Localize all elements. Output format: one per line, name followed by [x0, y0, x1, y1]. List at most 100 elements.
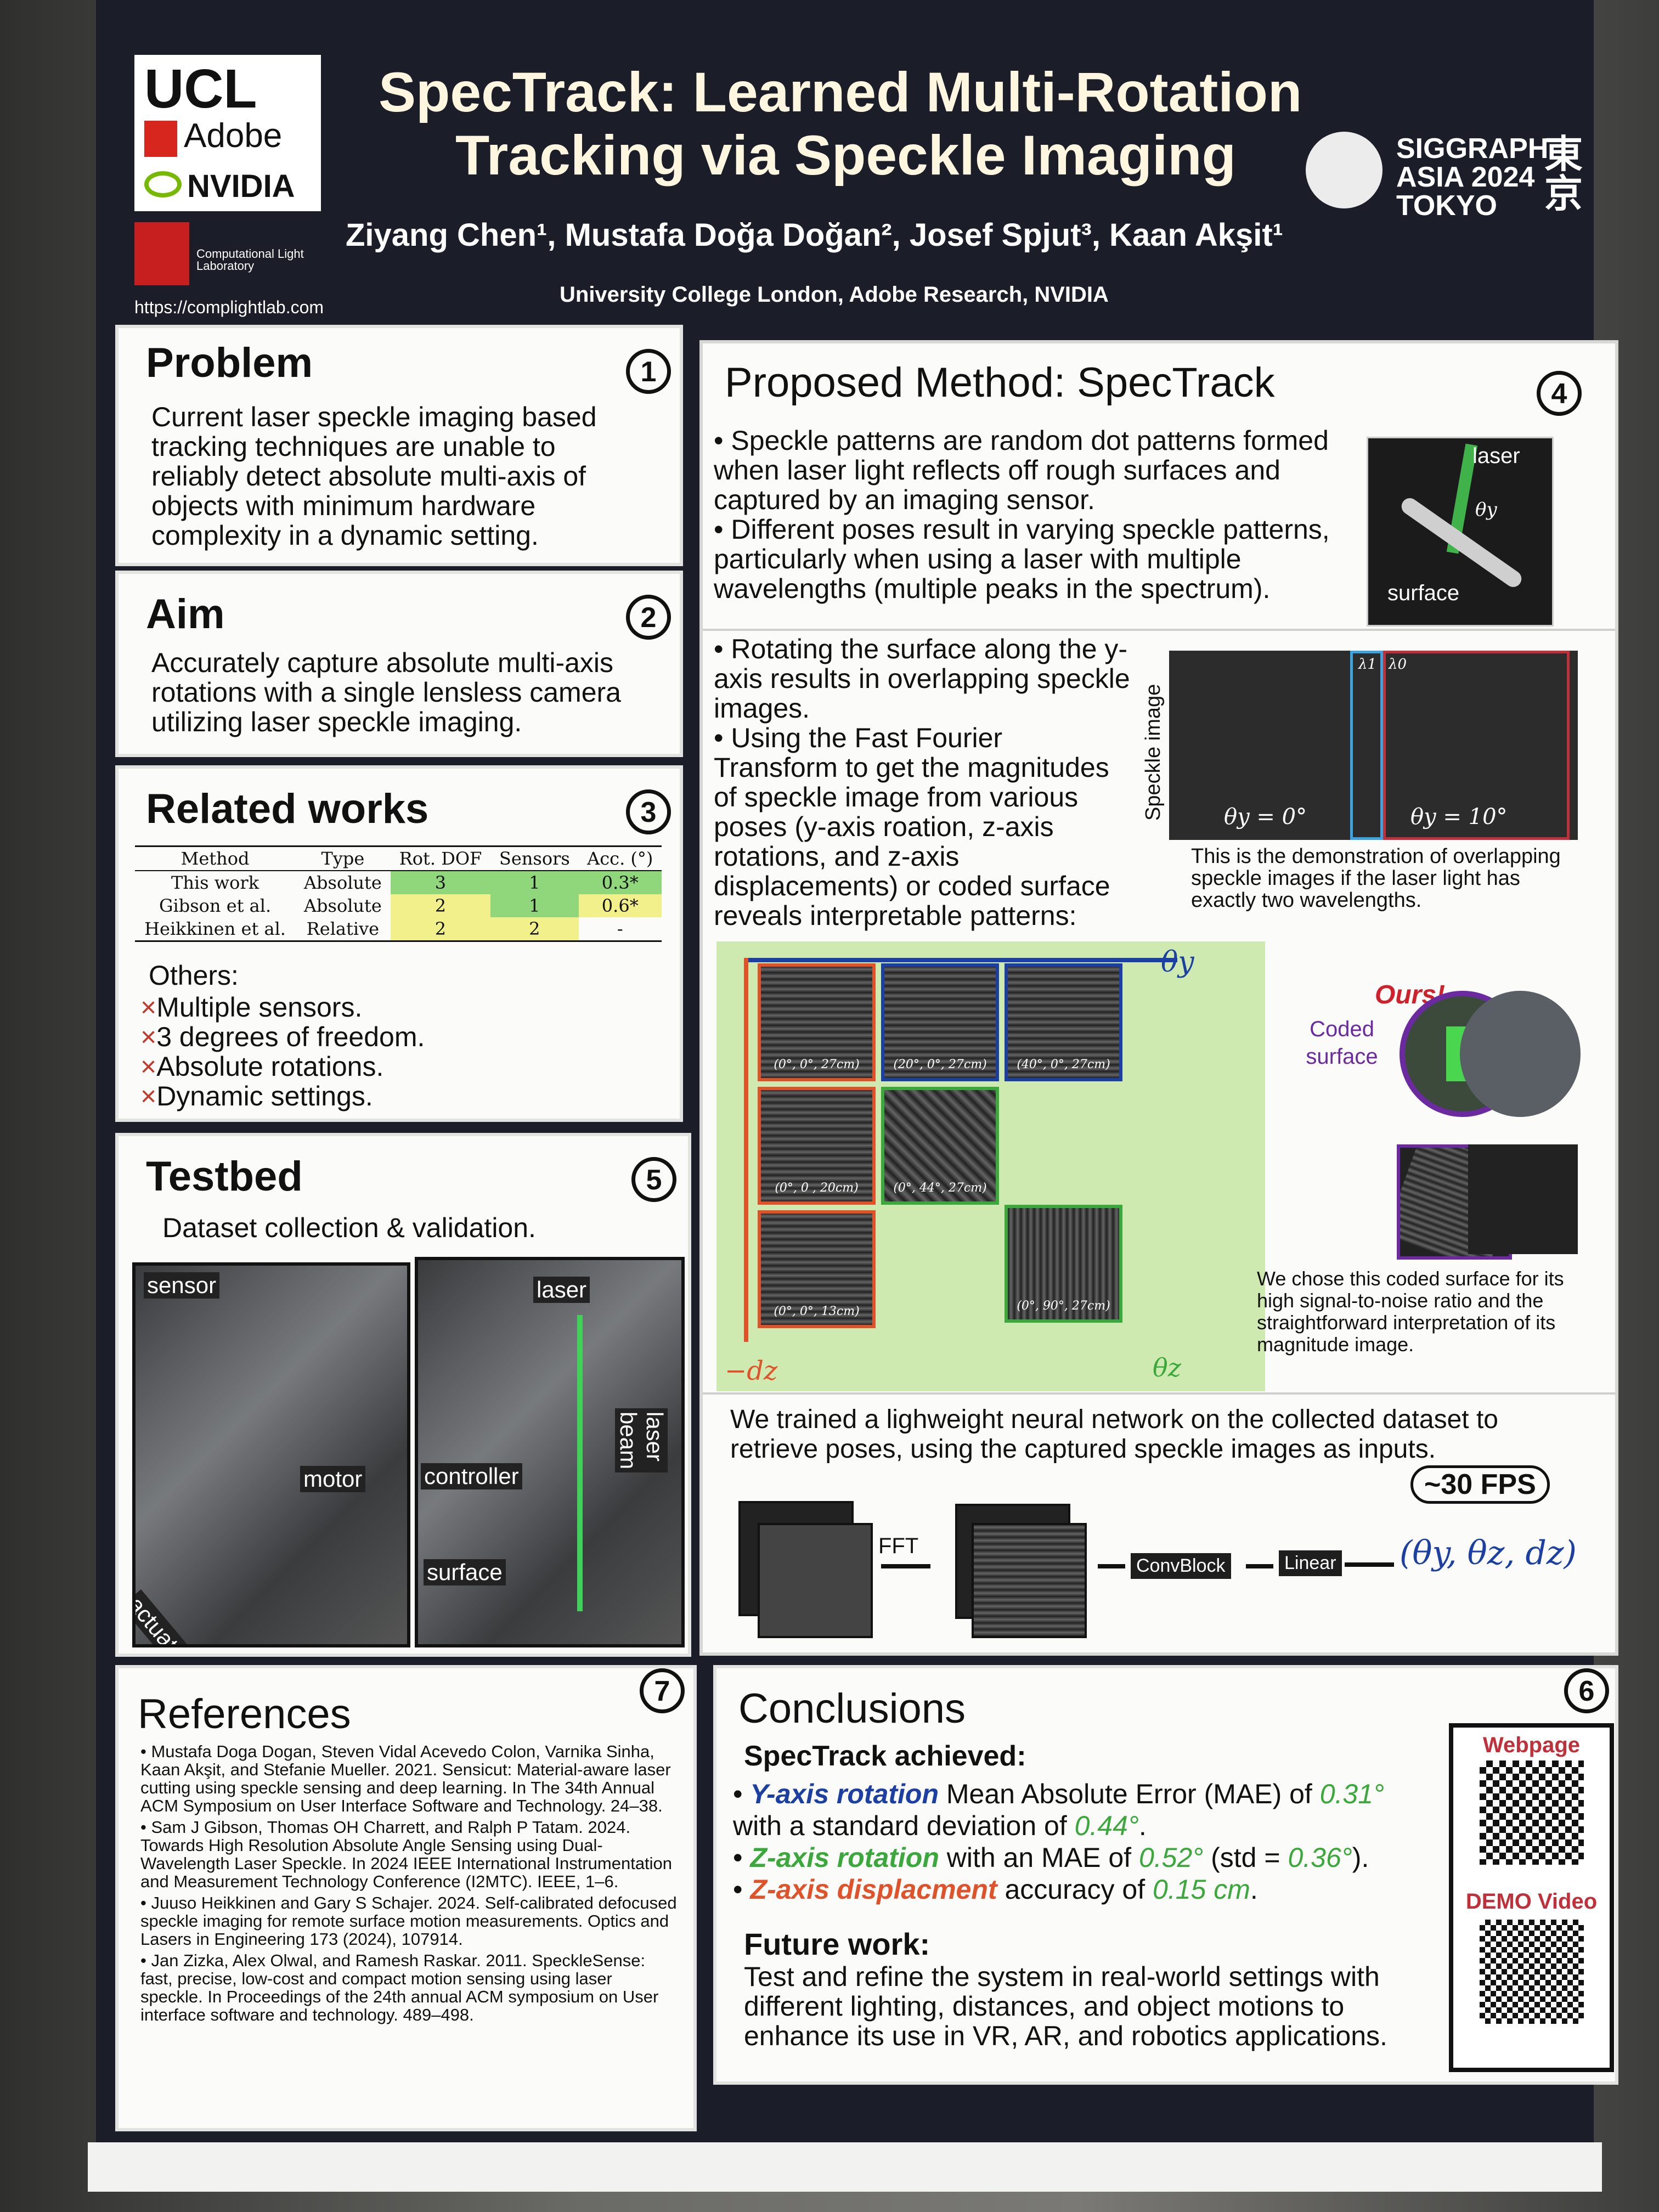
testbed-photo-right: laser controller surface laser beam: [415, 1257, 685, 1647]
bullet-text: Using the Fast Fourier Transform to get …: [714, 723, 1110, 931]
demo-video-qr-code[interactable]: [1480, 1920, 1584, 2024]
pose-output: (θy, θz, dz): [1400, 1534, 1577, 1572]
coded-caption: We chose this coded surface for its high…: [1257, 1267, 1564, 1356]
arrow-icon: [1246, 1564, 1273, 1568]
alt-fft-thumb: [1468, 1144, 1578, 1254]
cell: -: [617, 918, 623, 939]
list-item: • Mustafa Doga Dogan, Steven Vidal Aceve…: [140, 1742, 671, 1815]
list-item: ×Dynamic settings.: [140, 1081, 425, 1111]
cell: This work: [171, 872, 259, 893]
problem-number: 1: [626, 349, 671, 394]
result-text: with a standard deviation of: [733, 1810, 1075, 1841]
list-item-text: Multiple sensors.: [156, 992, 363, 1023]
aim-text: Accurately capture absolute multi-axis r…: [151, 647, 621, 737]
method-title: Proposed Method: SpecTrack: [725, 359, 1275, 406]
col-sensors: Sensors: [499, 848, 570, 869]
cell: Gibson et al.: [159, 895, 272, 916]
diagram-surface-label: surface: [1387, 581, 1460, 605]
list-item-text: Absolute rotations.: [156, 1051, 384, 1082]
result-value: 0.44°: [1074, 1810, 1139, 1841]
result-y-rotation: • Y-axis rotation Mean Absolute Error (M…: [733, 1779, 1385, 1841]
col-acc: Acc. (°): [587, 848, 653, 869]
poster-title-line1: SpecTrack: Learned Multi-Rotation: [379, 61, 1302, 123]
list-item: • Juuso Heikkinen and Gary S Schajer. 20…: [140, 1893, 677, 1949]
cross-icon: ×: [140, 1081, 157, 1111]
cross-icon: ×: [140, 992, 157, 1023]
alt-surface-disk: [1460, 991, 1581, 1117]
bullet-speckle: • Speckle patterns are random dot patter…: [714, 425, 1329, 515]
ucl-logo: UCL: [144, 58, 257, 120]
col-rot: Rot. DOF: [399, 848, 482, 869]
testbed-panel: Testbed 5 Dataset collection & validatio…: [115, 1133, 691, 1657]
label-surface: surface: [424, 1559, 506, 1585]
poster-title-line2: Tracking via Speckle Imaging: [455, 124, 1236, 187]
axis-theta-z-label: θz: [1153, 1353, 1181, 1383]
bullet-rotation: • Rotating the surface along the y-axis …: [714, 634, 1130, 724]
qr-panel: Webpage DEMO Video: [1449, 1723, 1614, 2072]
lab-name-2: Laboratory: [196, 259, 255, 273]
cell: 2: [390, 917, 491, 941]
result-label: Z-axis rotation: [750, 1842, 939, 1873]
problem-panel: Problem 1 Current laser speckle imaging …: [115, 325, 683, 566]
testbed-photo-left: sensor motor actuator: [132, 1262, 410, 1647]
thumb-label: (0°, 44°, 27cm): [893, 1181, 987, 1195]
siggraph-icon: [1306, 132, 1383, 208]
method-bullets-mid: • Rotating the surface along the y-axis …: [714, 634, 1131, 930]
bullet-text: Rotating the surface along the y-axis re…: [714, 634, 1130, 724]
future-work-heading: Future work:: [744, 1927, 930, 1961]
col-method: Method: [180, 848, 250, 869]
axis-dz-label: −dz: [725, 1356, 778, 1386]
demo-video-label: DEMO Video: [1465, 1889, 1598, 1914]
list-item: • Sam J Gibson, Thomas OH Charrett, and …: [140, 1818, 673, 1891]
others-list: ×Multiple sensors. ×3 degrees of freedom…: [140, 992, 425, 1111]
thumb-label: (40°, 0°, 27cm): [1017, 1058, 1110, 1071]
arrow-icon: [1098, 1564, 1125, 1568]
fps-badge: ~30 FPS: [1410, 1465, 1550, 1504]
cell: 2: [390, 894, 491, 917]
coded-surface-label: Coded surface: [1306, 1017, 1378, 1069]
affiliations: University College London, Adobe Researc…: [560, 283, 1109, 307]
result-label: Y-axis rotation: [750, 1779, 939, 1809]
references-title: References: [138, 1691, 351, 1737]
list-item: ×Multiple sensors.: [140, 992, 425, 1022]
theta-10-label: θy = 10°: [1410, 804, 1508, 830]
label-sensor: sensor: [144, 1272, 220, 1299]
lab-name-1: Computational Light: [196, 247, 304, 261]
lab-url[interactable]: https://complightlab.com: [134, 297, 324, 317]
cell: 1: [490, 894, 579, 917]
aim-title: Aim: [146, 591, 225, 637]
fft-label: FFT: [878, 1534, 919, 1558]
thumb-label: (0°, 0°, 27cm): [774, 1058, 860, 1071]
nvidia-logo: NVIDIA: [187, 168, 295, 204]
fft-magnitude-image: [972, 1523, 1087, 1638]
bullet-text: Different poses result in varying speckl…: [714, 514, 1330, 604]
list-item-text: 3 degrees of freedom.: [156, 1022, 425, 1052]
reference-text: Sam J Gibson, Thomas OH Charrett, and Ra…: [140, 1818, 673, 1891]
adobe-logo: Adobe: [184, 117, 283, 155]
result-label: Z-axis displacment: [750, 1874, 997, 1905]
conclusions-panel: Conclusions 6 SpecTrack achieved: • Y-ax…: [713, 1665, 1618, 2085]
fft-thumb: (0°, 90°, 27cm): [1005, 1205, 1122, 1323]
reference-text: Jan Zizka, Alex Olwal, and Ramesh Raskar…: [140, 1951, 659, 2024]
lambda0-label: λ0: [1389, 656, 1407, 673]
dz-axis: [744, 958, 748, 1342]
lambda1-label: λ1: [1358, 656, 1377, 673]
cross-icon: ×: [140, 1022, 157, 1052]
method-number: 4: [1537, 371, 1582, 416]
result-value: 0.36°: [1288, 1842, 1352, 1873]
result-text: (std =: [1203, 1842, 1288, 1873]
bullet-text: Speckle patterns are random dot patterns…: [714, 425, 1329, 515]
webpage-qr-code[interactable]: [1480, 1760, 1584, 1865]
poster-bottom-strip: [88, 2142, 1602, 2192]
cell: Relative: [306, 918, 380, 939]
fft-thumb: (20°, 0°, 27cm): [881, 963, 999, 1081]
laser-beam: [577, 1315, 583, 1611]
adobe-icon: [144, 121, 177, 157]
divider: [703, 1392, 1615, 1395]
reference-text: Mustafa Doga Dogan, Steven Vidal Acevedo…: [140, 1742, 671, 1815]
input-speckle-image: [758, 1523, 873, 1638]
label-laser-beam: laser beam: [615, 1408, 668, 1473]
related-works-panel: Related works 3 Method Type Rot. DOF Sen…: [115, 765, 683, 1122]
references-list: • Mustafa Doga Dogan, Steven Vidal Aceve…: [140, 1742, 678, 2024]
aim-panel: Aim 2 Accurately capture absolute multi-…: [115, 571, 683, 757]
